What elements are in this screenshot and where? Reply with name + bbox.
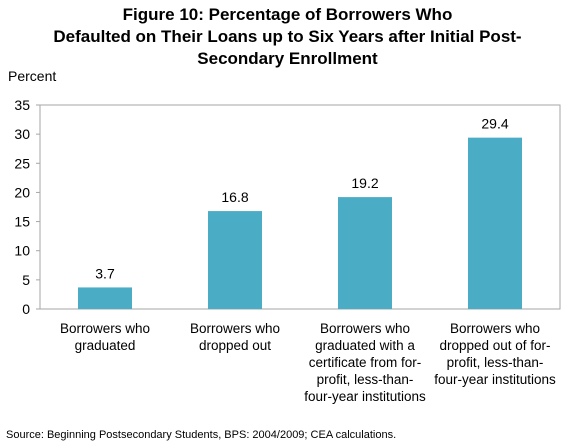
- y-tick-label: 25: [14, 155, 30, 171]
- chart-title: Figure 10: Percentage of Borrowers Who D…: [0, 4, 575, 70]
- x-tick-label: Borrowers who graduated with a certificate…: [300, 320, 430, 405]
- data-label: 3.7: [95, 265, 115, 281]
- x-tick-label-line: graduated with a: [315, 338, 415, 353]
- chart-title-line-1: Figure 10: Percentage of Borrowers Who: [122, 5, 453, 24]
- chart-title-line-2: Defaulted on Their Loans up to Six Years…: [53, 27, 522, 46]
- x-tick-label-line: four-year institutions: [304, 389, 426, 404]
- y-tick-label: 5: [22, 272, 30, 288]
- x-tick-label-line: Borrowers who: [319, 321, 411, 336]
- y-axis-label: Percent: [8, 68, 57, 84]
- data-label: 19.2: [351, 175, 378, 191]
- x-tick-label: Borrowers who dropped out of for-profit, …: [430, 320, 560, 388]
- x-tick-label: Borrowers who graduated: [40, 320, 170, 354]
- y-tick-label: 35: [14, 97, 30, 113]
- bar: [338, 197, 392, 309]
- source-note: Source: Beginning Postsecondary Students…: [6, 429, 397, 441]
- x-tick-label: Borrowers who dropped out: [170, 320, 300, 354]
- x-tick-label-line: certificate from for-: [308, 355, 422, 370]
- y-tick-label: 30: [14, 126, 30, 142]
- y-tick-label: 15: [14, 214, 30, 230]
- x-tick-label-line: four-year institutions: [434, 372, 556, 387]
- x-tick-label-line: profit, less-than-: [316, 372, 414, 387]
- y-tick-label: 10: [14, 243, 30, 259]
- plot-area-border: [39, 104, 561, 310]
- y-tick-label: 0: [22, 301, 30, 317]
- x-tick-label-line: graduated: [74, 338, 136, 353]
- x-tick-label-line: Borrowers who: [59, 321, 151, 336]
- data-label: 29.4: [481, 116, 508, 132]
- data-label: 16.8: [221, 189, 248, 205]
- x-tick-label-line: dropped out: [198, 338, 272, 353]
- chart-title-line-3: Secondary Enrollment: [197, 49, 378, 68]
- x-tick-label-line: profit, less-than-: [446, 355, 544, 370]
- x-tick-label-line: Borrowers who: [449, 321, 541, 336]
- y-tick-label: 20: [14, 184, 30, 200]
- bar: [208, 211, 262, 309]
- x-tick-label-line: Borrowers who: [189, 321, 281, 336]
- bar: [468, 137, 522, 309]
- x-tick-label-line: dropped out of for-: [439, 338, 551, 353]
- bar: [78, 287, 132, 309]
